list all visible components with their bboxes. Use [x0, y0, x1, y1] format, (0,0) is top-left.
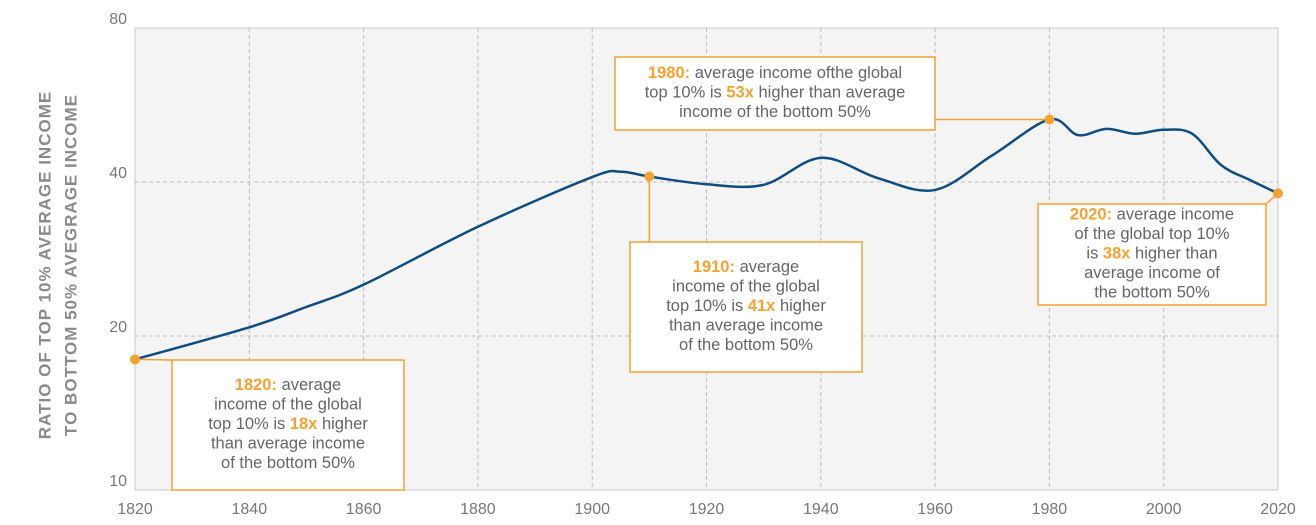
x-tick-label: 1860 — [346, 501, 382, 518]
annotation-segment: average income ofthe global — [690, 64, 902, 82]
annotation-segment: top 10% is — [645, 84, 727, 102]
annotation-text: top 10% is 41x higher — [666, 297, 826, 315]
y-axis-label: TO BOTTOM 50% AVEGRAGE INCOME — [61, 94, 80, 436]
annotation-box — [614, 56, 936, 131]
x-tick-label: 1820 — [117, 501, 153, 518]
x-tick-label: 2000 — [1146, 501, 1182, 518]
x-tick-label: 1980 — [1032, 501, 1068, 518]
annotation-text: 2020: average income — [1070, 206, 1234, 224]
y-axis-label: RATIO OF TOP 10% AVERAGE INCOME — [35, 91, 54, 439]
annotation-segment: 1910: — [693, 258, 735, 276]
annotation-text: 1910: average — [693, 258, 799, 276]
annotation-text: than average income — [211, 435, 365, 453]
annotation-segment: the bottom 50% — [1094, 284, 1210, 302]
annotation-text: top 10% is 53x higher than average — [645, 84, 906, 102]
y-tick-label: 40 — [109, 165, 127, 182]
annotation-segment: of the global top 10% — [1074, 225, 1229, 243]
annotation-segment: 53x — [726, 84, 754, 102]
annotation-box — [171, 359, 405, 491]
annotation-segment: 41x — [748, 297, 776, 315]
annotation-segment: 1980: — [648, 64, 690, 82]
annotation-segment: 38x — [1103, 245, 1131, 263]
annotation-segment: of the bottom 50% — [679, 336, 813, 354]
annotation-text: is 38x higher than — [1086, 245, 1217, 263]
annotation-point — [1044, 114, 1055, 125]
annotation-text: of the bottom 50% — [221, 454, 355, 472]
line — [134, 117, 1279, 361]
y-tick-label: 20 — [109, 319, 127, 336]
annotation-connector — [134, 358, 173, 361]
annotation-segment: than average income — [669, 317, 823, 335]
annotation-text: than average income — [669, 317, 823, 335]
annotation-segment: higher — [775, 297, 826, 315]
annotation-segment: average income of — [1084, 264, 1220, 282]
annotation-segment: higher than — [1130, 245, 1217, 263]
annotation-segment: is — [1086, 245, 1103, 263]
annotation-box — [629, 241, 863, 373]
annotation-segment: income of the global — [672, 278, 820, 296]
y-tick-label: 10 — [109, 473, 127, 490]
annotation-segment: income of the bottom 50% — [679, 103, 871, 121]
annotation-text: 1820: average — [235, 376, 341, 394]
annotation-segment: 1820: — [235, 376, 277, 394]
annotation-segment: than average income — [211, 435, 365, 453]
annotation-point — [644, 171, 655, 182]
annotation-segment: top 10% is — [208, 415, 290, 433]
x-tick-label: 1880 — [460, 501, 496, 518]
x-tick-label: 2020 — [1260, 501, 1296, 518]
annotation-segment: income of the global — [214, 396, 362, 414]
annotation-text: 1980: average income ofthe global — [648, 64, 902, 82]
annotation-segment: 2020: — [1070, 206, 1112, 224]
annotation-segment: of the bottom 50% — [221, 454, 355, 472]
annotation-point — [130, 354, 140, 365]
x-tick-label: 1940 — [803, 501, 839, 518]
annotation-box — [1037, 203, 1267, 306]
annotation-segment: higher than average — [754, 84, 905, 102]
annotation-text: of the global top 10% — [1074, 225, 1229, 243]
annotation-segment: average — [277, 376, 341, 394]
annotation-text: average income of — [1084, 264, 1220, 282]
annotation-segment: top 10% is — [666, 297, 748, 315]
annotation-text: income of the global — [672, 278, 820, 296]
annotation-text: income of the bottom 50% — [679, 103, 871, 121]
x-tick-label: 1960 — [917, 501, 953, 518]
y-tick-label: 80 — [109, 11, 127, 28]
annotation-segment: average — [735, 258, 799, 276]
annotation-text: the bottom 50% — [1094, 284, 1210, 302]
annotation-segment: 18x — [290, 415, 318, 433]
annotation-text: of the bottom 50% — [679, 336, 813, 354]
annotation-segment: higher — [317, 415, 368, 433]
x-tick-label: 1920 — [689, 501, 725, 518]
x-tick-label: 1900 — [574, 501, 610, 518]
annotation-text: top 10% is 18x higher — [208, 415, 368, 433]
annotation-segment: average income — [1112, 206, 1234, 224]
annotation-text: income of the global — [214, 396, 362, 414]
x-tick-label: 1840 — [232, 501, 268, 518]
annotation-point — [1273, 188, 1283, 199]
